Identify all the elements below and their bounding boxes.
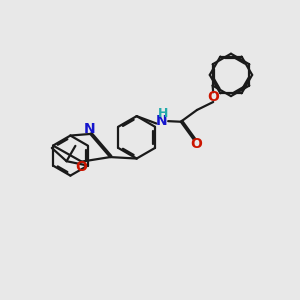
Text: N: N <box>156 114 167 128</box>
Text: O: O <box>190 136 202 151</box>
Text: O: O <box>207 90 219 104</box>
Text: N: N <box>83 122 95 136</box>
Text: O: O <box>75 160 87 174</box>
Text: H: H <box>158 107 168 120</box>
